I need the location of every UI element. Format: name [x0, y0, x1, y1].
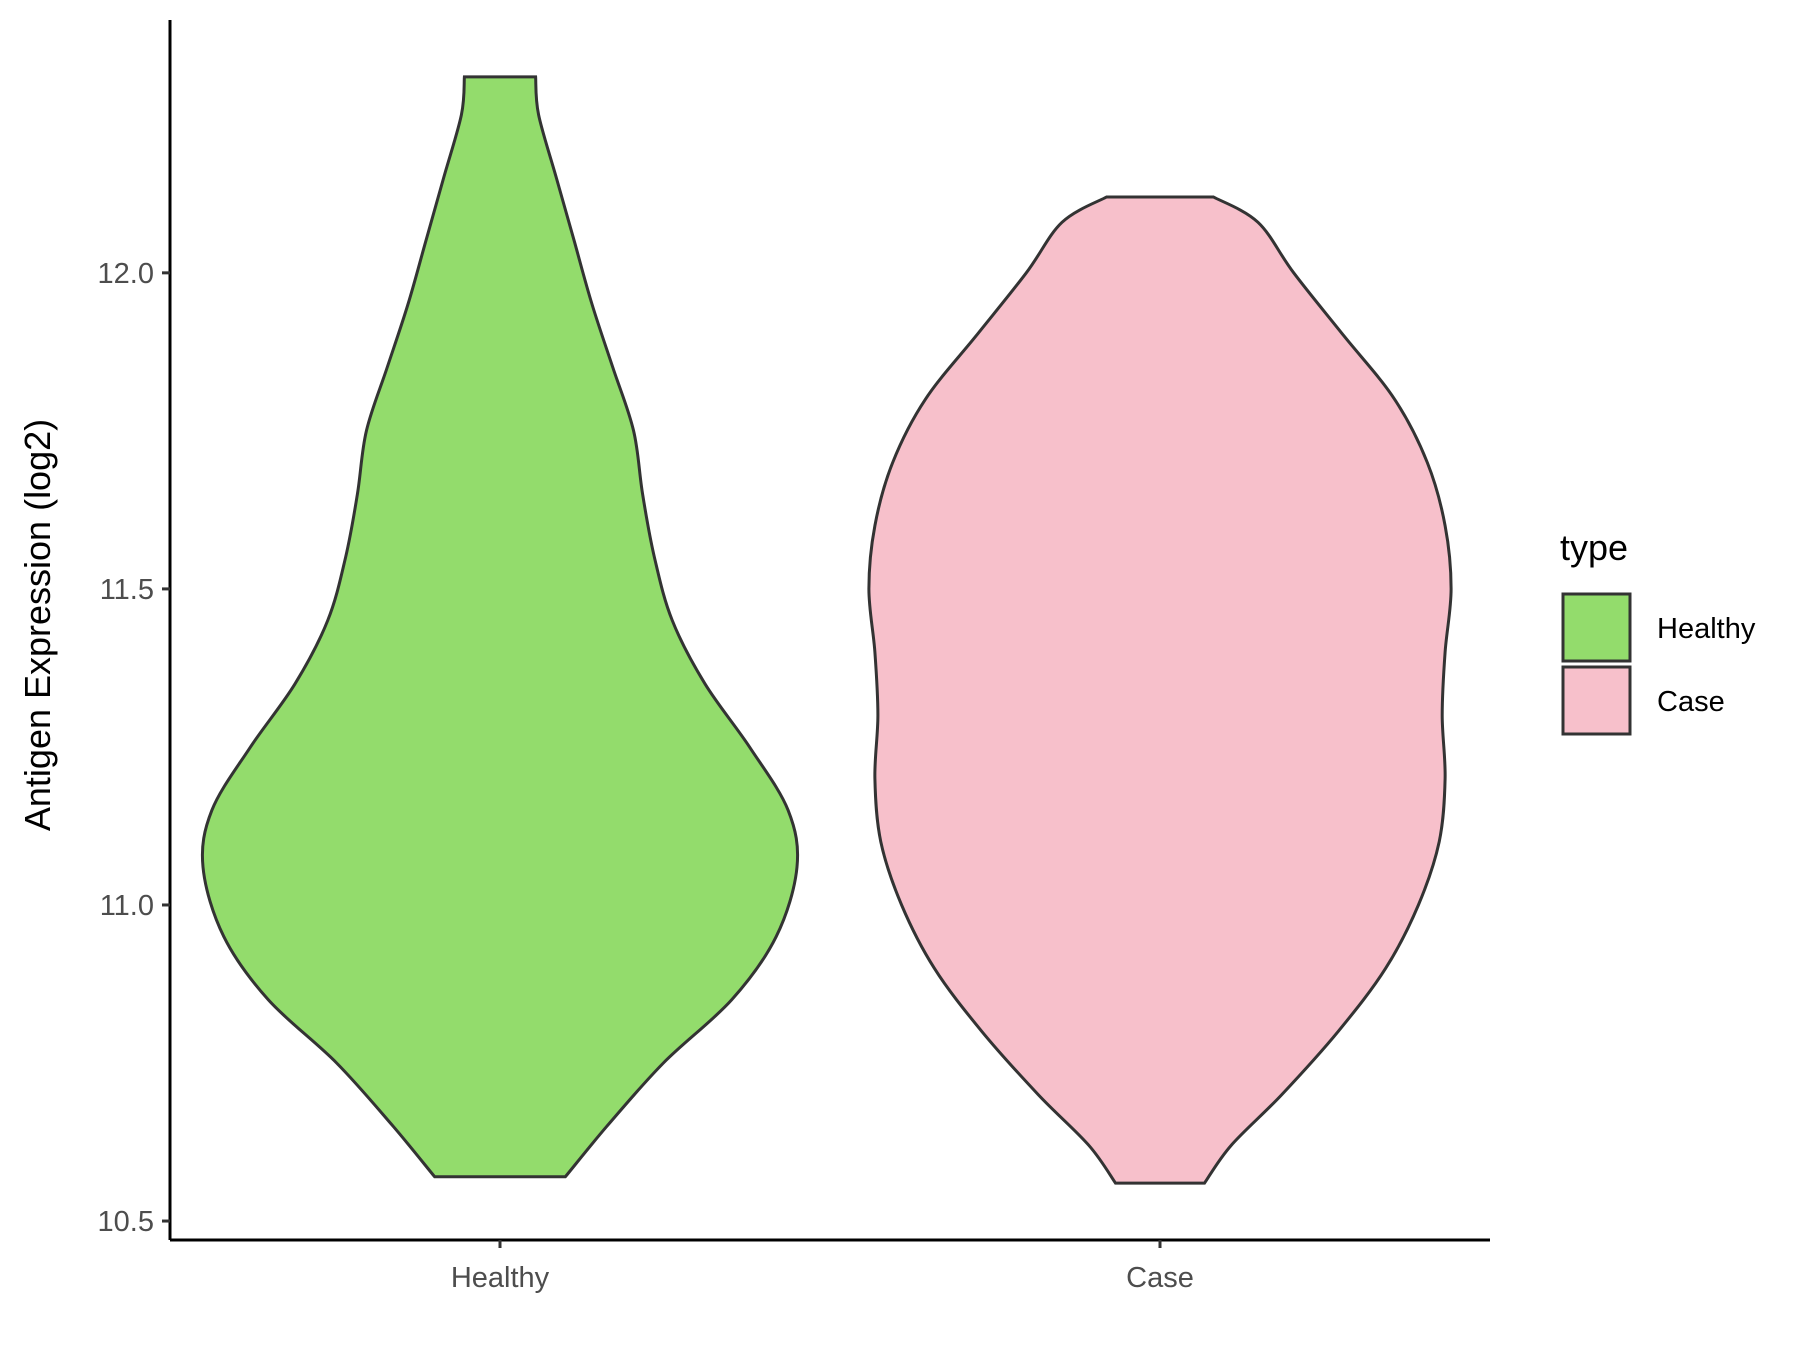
x-tick-label: Healthy: [451, 1262, 550, 1294]
legend-label-case: Case: [1657, 686, 1725, 718]
legend-swatch-healthy: [1561, 592, 1632, 663]
y-tick-label: 10.5: [98, 1206, 154, 1238]
legend-entries: Healthy Case: [1561, 592, 1756, 736]
y-axis-title: Antigen Expression (log2): [17, 419, 58, 831]
y-tick-label: 11.5: [100, 574, 154, 606]
violins: [200, 75, 1453, 1185]
violin-healthy: [200, 75, 800, 1179]
violin-case: [867, 195, 1453, 1185]
y-tick-label: 12.0: [98, 258, 154, 290]
legend-title: type: [1560, 527, 1628, 568]
legend: type Healthy Case: [1560, 527, 1756, 736]
x-tick-label: Case: [1126, 1262, 1194, 1294]
y-tick-label: 11.0: [100, 890, 154, 922]
legend-swatch-case: [1561, 665, 1632, 736]
axes: 10.5 11.0 11.5 12.0 Healthy Case: [98, 20, 1490, 1294]
legend-label-healthy: Healthy: [1657, 613, 1756, 645]
